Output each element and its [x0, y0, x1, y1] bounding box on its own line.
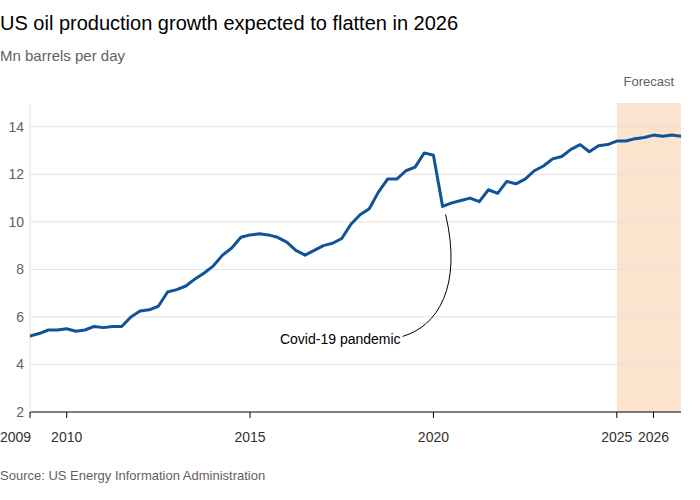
x-tick	[250, 412, 251, 418]
x-tick-label: 2015	[234, 429, 265, 445]
y-tick-label: 10	[8, 214, 24, 230]
source: Source: US Energy Information Administra…	[0, 468, 265, 483]
y-tick-label: 8	[16, 261, 24, 277]
forecast-label: Forecast	[624, 74, 675, 89]
chart: US oil production growth expected to fla…	[0, 0, 700, 500]
annotation-line	[403, 214, 451, 336]
y-tick-label: 4	[16, 356, 24, 372]
x-tick-label: 2025	[601, 429, 632, 445]
y-tick-label: 2	[16, 404, 24, 420]
title: US oil production growth expected to fla…	[0, 12, 458, 34]
annotation: Covid-19 pandemic	[280, 331, 401, 347]
line-series	[30, 135, 681, 336]
grid-line	[30, 126, 681, 127]
grid-line	[30, 174, 681, 175]
x-tick-label: 2009	[0, 429, 31, 445]
x-tick-label: 2026	[638, 429, 669, 445]
y-tick-label: 6	[16, 309, 24, 325]
grid-line	[30, 364, 681, 365]
x-tick-label: 2010	[51, 429, 82, 445]
y-tick-label: 14	[8, 119, 24, 135]
subtitle: Mn barrels per day	[0, 47, 126, 64]
x-tick	[30, 412, 31, 418]
grid-line	[30, 316, 681, 317]
x-axis-line	[30, 412, 681, 413]
forecast-band	[617, 103, 681, 412]
x-tick	[616, 412, 617, 418]
y-tick-label: 12	[8, 166, 24, 182]
x-tick-label: 2020	[418, 429, 449, 445]
x-tick	[433, 412, 434, 418]
x-tick	[653, 412, 654, 418]
y-axis-line	[30, 103, 31, 412]
x-tick	[66, 412, 67, 418]
grid-line	[30, 269, 681, 270]
plot-area	[30, 135, 681, 336]
